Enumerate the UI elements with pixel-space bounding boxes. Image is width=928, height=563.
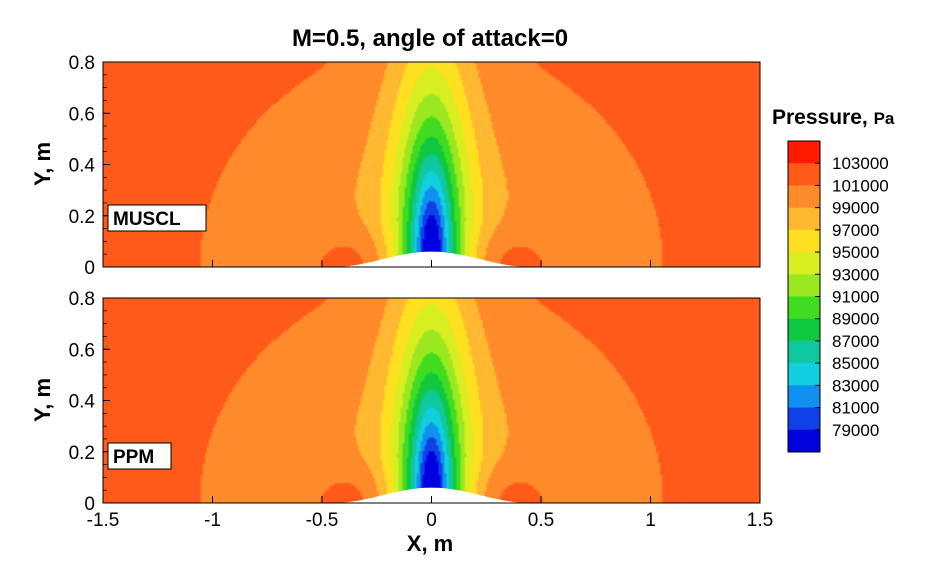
y-tick-label: 0.6 xyxy=(69,340,95,361)
y-tick-label: 0.2 xyxy=(69,443,95,464)
colorbar-title: Pressure, Pa xyxy=(772,106,895,129)
y-tick-label: 0.4 xyxy=(69,156,96,177)
colorbar-swatch xyxy=(788,163,820,186)
colorbar-swatch xyxy=(788,319,820,342)
y-tick-label: 0.2 xyxy=(69,207,95,228)
x-tick-label: -1 xyxy=(204,510,221,531)
x-tick-label: 0 xyxy=(426,510,437,531)
panel-label: PPM xyxy=(113,447,154,468)
y-axis-label-bottom: Y, m xyxy=(30,378,55,422)
colorbar-swatch xyxy=(788,208,820,231)
colorbar-label: 89000 xyxy=(832,310,879,329)
colorbar-label: 95000 xyxy=(832,243,879,262)
colorbar-label: 87000 xyxy=(832,332,879,351)
colorbar-label: 103000 xyxy=(832,154,889,173)
colorbar-swatch xyxy=(788,185,820,208)
colorbar-swatch xyxy=(788,297,820,320)
x-tick-label: -0.5 xyxy=(306,510,339,531)
colorbar-label: 83000 xyxy=(832,376,879,395)
colorbar-label: 79000 xyxy=(832,421,879,440)
colorbar-label: 99000 xyxy=(832,199,879,218)
y-axis-label-top: Y, m xyxy=(30,142,55,186)
colorbar-swatch xyxy=(788,341,820,364)
colorbar-unit: Pa xyxy=(874,109,895,128)
colorbar-swatch xyxy=(788,385,820,408)
x-tick-label: -1.5 xyxy=(87,510,120,531)
colorbar-swatch xyxy=(788,252,820,275)
panel-label: MUSCL xyxy=(113,209,181,230)
colorbar-label: 101000 xyxy=(832,176,889,195)
x-tick-label: 0.5 xyxy=(528,510,554,531)
colorbar-swatch xyxy=(788,408,820,431)
colorbar-label: 85000 xyxy=(832,354,879,373)
colorbar-swatch xyxy=(788,430,820,453)
panel-muscl: 0 0.2 0.4 0.6 0.8 MUSCL xyxy=(69,53,760,279)
colorbar-title-text: Pressure, xyxy=(772,106,868,129)
colorbar-label: 91000 xyxy=(832,288,879,307)
svg-text:Pressure, Pa: Pressure, Pa xyxy=(772,106,895,129)
colorbar-swatch xyxy=(788,274,820,297)
x-tick-label: 1 xyxy=(645,510,656,531)
colorbar: 103000 101000 99000 97000 95000 93000 91000 890… xyxy=(788,141,889,453)
y-tick-label: 0.6 xyxy=(69,104,95,125)
y-tick-label: 0 xyxy=(84,258,95,279)
colorbar-label: 93000 xyxy=(832,265,879,284)
y-tick-label: 0.4 xyxy=(69,392,96,413)
x-tick-label: 1.5 xyxy=(747,510,773,531)
chart-title: M=0.5, angle of attack=0 xyxy=(292,25,568,52)
y-tick-label: 0.8 xyxy=(69,289,95,310)
pressure-field xyxy=(103,62,760,267)
colorbar-swatch xyxy=(788,141,820,164)
colorbar-label: 97000 xyxy=(832,221,879,240)
x-axis-label: X, m xyxy=(407,531,453,556)
colorbar-swatch xyxy=(788,363,820,386)
y-tick-label: 0.8 xyxy=(69,53,95,74)
colorbar-label: 81000 xyxy=(832,399,879,418)
colorbar-swatch xyxy=(788,230,820,253)
pressure-field xyxy=(103,298,760,503)
